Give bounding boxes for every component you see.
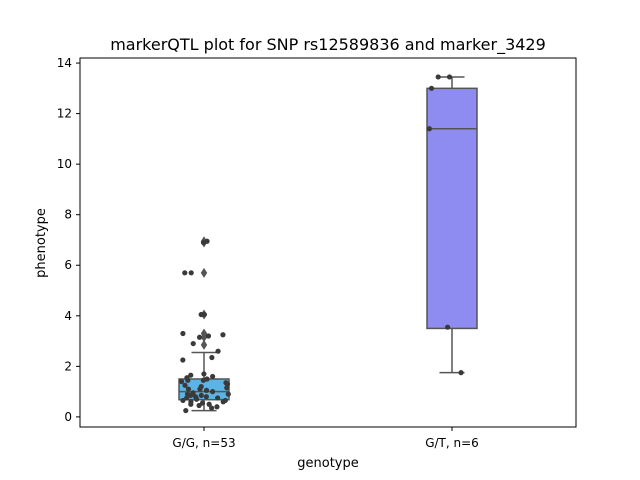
y-tick-label: 10 bbox=[57, 157, 72, 171]
data-point bbox=[188, 372, 194, 378]
data-point bbox=[435, 74, 441, 80]
data-point bbox=[203, 387, 210, 393]
data-point bbox=[201, 371, 207, 377]
data-point bbox=[215, 348, 221, 354]
y-tick-label: 8 bbox=[64, 208, 72, 222]
data-point bbox=[182, 270, 188, 276]
data-point bbox=[190, 340, 196, 347]
x-axis: G/G, n=53 G/T, n=6 bbox=[172, 427, 479, 450]
outlier-point bbox=[200, 328, 208, 339]
data-point bbox=[200, 377, 206, 383]
data-point bbox=[188, 392, 194, 399]
y-tick-label: 14 bbox=[57, 56, 72, 70]
data-point bbox=[426, 126, 432, 132]
data-point bbox=[428, 85, 435, 91]
data-point bbox=[209, 389, 216, 395]
x-tick-label: G/G, n=53 bbox=[172, 436, 235, 450]
x-axis-label: genotype bbox=[297, 456, 358, 471]
data-point bbox=[180, 397, 186, 404]
data-point bbox=[184, 395, 190, 401]
data-point bbox=[182, 382, 188, 388]
data-point bbox=[205, 333, 212, 339]
data-point bbox=[196, 334, 203, 340]
data-point bbox=[225, 391, 231, 397]
data-point bbox=[180, 357, 186, 363]
y-tick-label: 6 bbox=[64, 258, 72, 272]
data-point bbox=[178, 378, 185, 385]
data-point bbox=[197, 386, 203, 392]
outlier-point bbox=[200, 267, 208, 278]
data-point bbox=[203, 394, 209, 400]
data-point bbox=[188, 270, 194, 276]
data-point bbox=[204, 238, 210, 244]
plot-frame bbox=[79, 57, 577, 428]
box bbox=[426, 87, 478, 330]
box-group bbox=[426, 76, 478, 374]
data-point bbox=[209, 354, 215, 361]
data-point bbox=[180, 330, 186, 337]
y-axis-label: phenotype bbox=[34, 208, 49, 278]
data-point bbox=[215, 395, 221, 401]
data-point bbox=[206, 401, 212, 407]
data-point bbox=[224, 385, 230, 391]
y-tick-label: 0 bbox=[64, 410, 72, 424]
data-point bbox=[458, 370, 464, 376]
y-tick-label: 2 bbox=[64, 359, 72, 373]
y-axis: 0 2 4 6 8 10 12 14 bbox=[57, 56, 80, 424]
data-point bbox=[214, 404, 220, 410]
data-point bbox=[220, 332, 226, 338]
data-point bbox=[196, 402, 202, 409]
chart-title: markerQTL plot for SNP rs12589836 and ma… bbox=[110, 35, 546, 55]
data-point bbox=[209, 373, 216, 380]
data-point bbox=[198, 392, 204, 399]
data-point bbox=[183, 407, 189, 414]
data-point bbox=[209, 405, 215, 411]
plot-area bbox=[178, 74, 478, 414]
data-point bbox=[188, 401, 194, 407]
data-point bbox=[193, 396, 200, 402]
outlier-point bbox=[200, 339, 208, 350]
data-point bbox=[185, 377, 191, 383]
data-point bbox=[445, 324, 451, 330]
data-point bbox=[220, 399, 226, 405]
data-point bbox=[201, 311, 207, 318]
y-tick-label: 12 bbox=[57, 107, 72, 121]
data-point bbox=[446, 74, 453, 80]
x-tick-label: G/T, n=6 bbox=[425, 436, 479, 450]
data-point bbox=[185, 386, 192, 392]
y-tick-label: 4 bbox=[64, 309, 72, 323]
